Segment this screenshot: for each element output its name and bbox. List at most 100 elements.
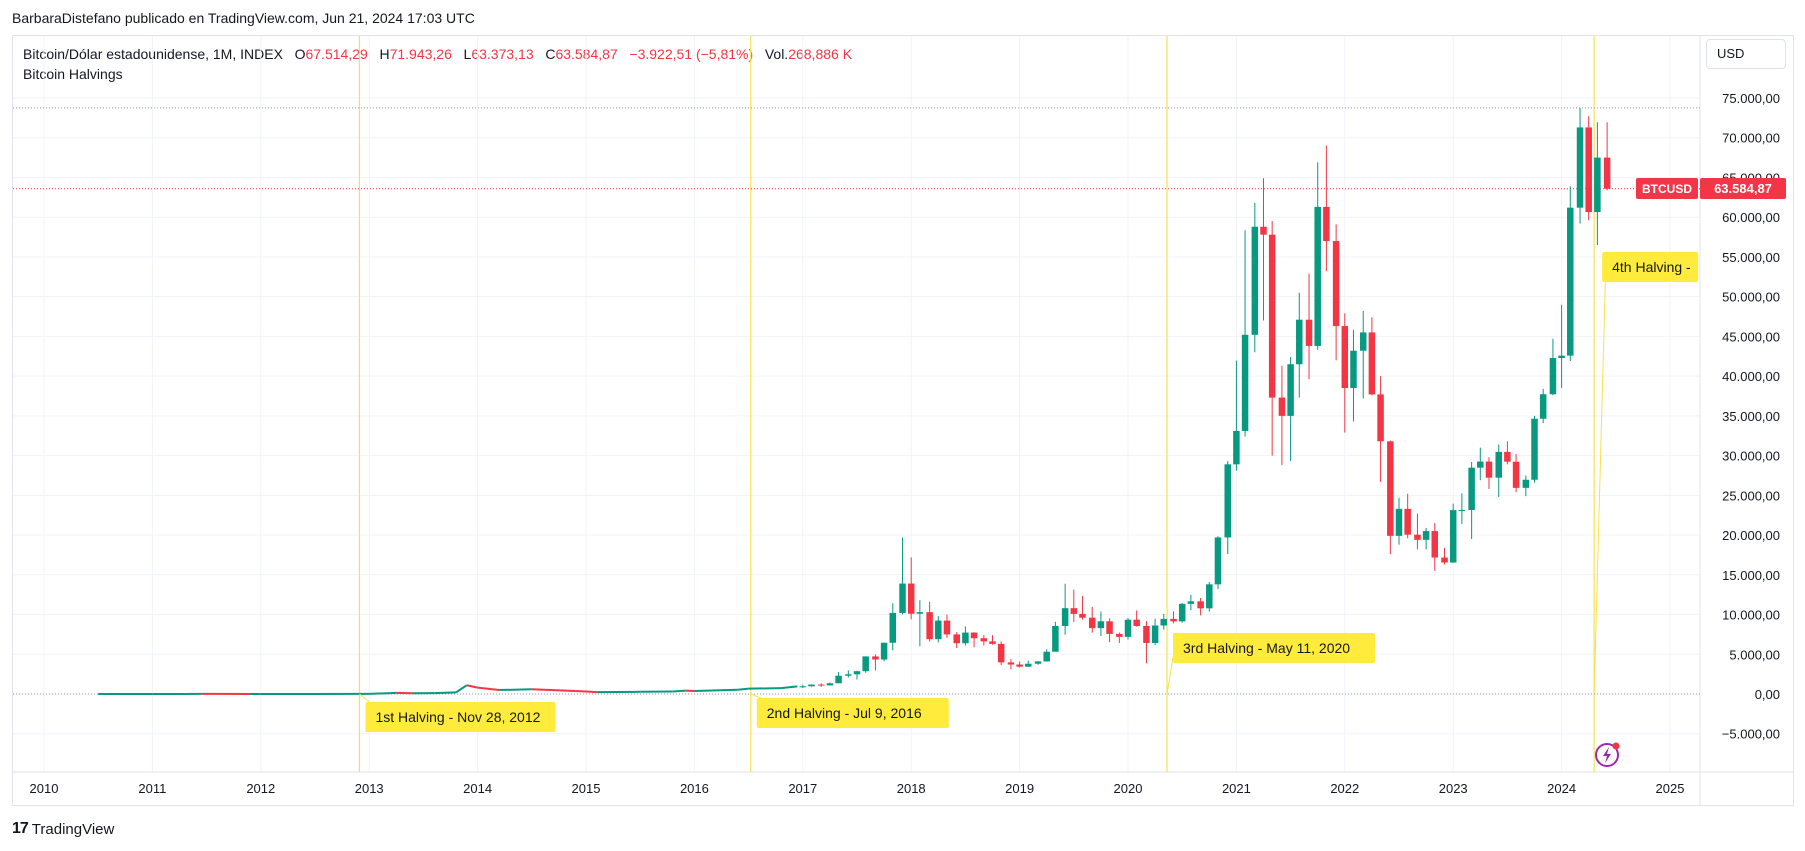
candle <box>1314 162 1321 350</box>
candle-body <box>1052 625 1059 652</box>
halving-label-text: 2nd Halving - Jul 9, 2016 <box>767 705 922 721</box>
candle-body <box>1431 531 1439 558</box>
candle-body <box>1395 508 1403 536</box>
change-value: −3.922,51 (−5,81%) <box>629 46 754 62</box>
price-tag-symbol: BTCUSD <box>1642 182 1692 196</box>
candle <box>862 656 869 673</box>
price-tick-label: 75.000,00 <box>1722 91 1780 106</box>
candle-body <box>1007 662 1015 665</box>
candle <box>1377 376 1384 482</box>
close-label: C <box>545 46 556 62</box>
candle <box>799 684 807 689</box>
candle-body <box>862 656 869 672</box>
candle-body <box>808 684 815 687</box>
halving-label-text: 4th Halving - <box>1612 259 1691 275</box>
early-price-series <box>98 684 798 695</box>
candle <box>1477 447 1484 481</box>
halving-label-bg <box>756 698 949 728</box>
lightning-icon[interactable] <box>1595 742 1620 767</box>
time-tick-label: 2017 <box>788 781 817 796</box>
halving-label-bg <box>1602 252 1699 282</box>
candle-body <box>1160 618 1168 626</box>
instrument-name[interactable]: Bitcoin/Dólar estadounidense, 1M, INDEX <box>23 46 283 62</box>
time-axis[interactable]: 2010 2011 2012 2013 2014 2015 2016 2017 2018 2019… <box>30 781 1685 796</box>
high-label: H <box>379 46 390 62</box>
candle <box>1151 618 1159 646</box>
candle-body <box>1314 206 1321 346</box>
candle <box>1539 388 1547 424</box>
candle <box>1558 304 1565 389</box>
candle-body <box>943 620 951 635</box>
currency-button[interactable]: USD <box>1706 39 1786 69</box>
price-tag-symbol-bg <box>1636 178 1698 199</box>
candle <box>1458 493 1466 524</box>
candle <box>1251 203 1259 353</box>
close-value: 63.584,87 <box>555 46 618 62</box>
time-tick-label: 2018 <box>897 781 926 796</box>
candle <box>1468 461 1475 540</box>
tradingview-logo[interactable]: 17 TradingView <box>12 820 114 838</box>
candle-body <box>1233 430 1240 465</box>
candle <box>1116 632 1123 643</box>
candle-body <box>1422 531 1430 540</box>
candle-body <box>1097 621 1105 629</box>
early-series-segment <box>737 687 749 691</box>
candle <box>1214 536 1222 589</box>
candle-body <box>1197 601 1204 609</box>
candle <box>1034 661 1042 665</box>
candle-body <box>872 656 879 660</box>
candle-body <box>1061 608 1069 626</box>
candle <box>916 600 924 647</box>
early-series-segment <box>672 689 686 693</box>
time-tick-label: 2013 <box>355 781 384 796</box>
candle-body <box>1359 332 1367 351</box>
candle <box>853 670 861 680</box>
candle-body <box>853 671 861 675</box>
candle <box>1576 107 1584 224</box>
candle-body <box>1495 451 1502 478</box>
early-series-segment <box>748 687 782 690</box>
price-tick-label: 0,00 <box>1755 687 1780 702</box>
time-tick-label: 2020 <box>1114 781 1143 796</box>
price-tag: BTCUSD 63.584,87 <box>1636 178 1786 199</box>
early-series-segment <box>531 688 576 693</box>
candle-body <box>1576 127 1584 208</box>
candle-body <box>899 583 906 613</box>
candle-body <box>1251 226 1259 335</box>
price-tick-label: 55.000,00 <box>1722 250 1780 265</box>
candle-body <box>1377 394 1384 442</box>
halving-labels: 1st Halving - Nov 28, 2012 2nd Halving - … <box>359 251 1699 732</box>
candle <box>1170 611 1177 624</box>
candle <box>1278 365 1286 466</box>
candle <box>1178 603 1186 623</box>
candle <box>1359 310 1367 399</box>
price-tick-label: 70.000,00 <box>1722 131 1780 146</box>
candle <box>1594 122 1601 246</box>
candle <box>1260 178 1267 321</box>
candle-body <box>980 638 988 642</box>
candle-body <box>916 612 924 614</box>
candle-body <box>1414 534 1421 540</box>
candle <box>1350 330 1357 422</box>
candle-body <box>1178 603 1186 622</box>
candle-body <box>1187 601 1195 604</box>
early-series-segment <box>585 690 597 694</box>
candle <box>1387 440 1394 555</box>
indicator-legend[interactable]: Bitcoin Halvings <box>23 66 123 82</box>
candle <box>1414 513 1421 550</box>
candle <box>1133 610 1140 627</box>
price-tick-label: 50.000,00 <box>1722 290 1780 305</box>
candle <box>1305 273 1313 380</box>
candle-body <box>1458 510 1466 512</box>
candle-body <box>1043 651 1050 662</box>
candle <box>1079 596 1086 620</box>
early-series-segment <box>781 685 798 690</box>
candle-body <box>1088 617 1096 629</box>
candle-body <box>1449 510 1457 563</box>
candle-body <box>953 634 960 644</box>
candle <box>907 557 915 620</box>
candle-body <box>889 612 897 643</box>
candle-body <box>1585 127 1592 213</box>
candle-body <box>1603 157 1611 189</box>
